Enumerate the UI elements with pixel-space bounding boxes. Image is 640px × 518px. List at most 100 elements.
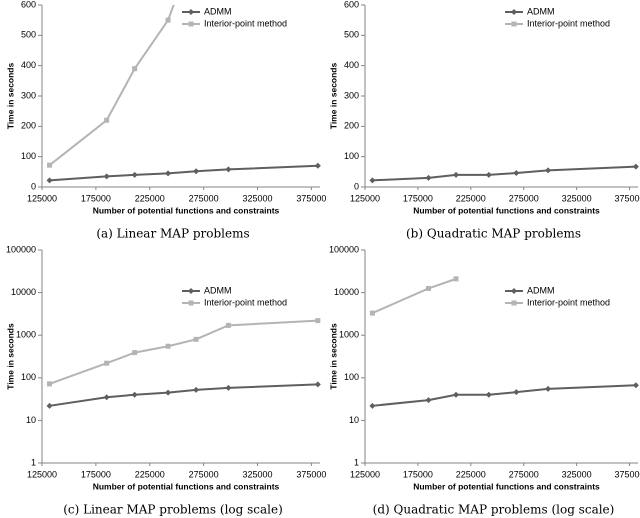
legend-label: ADMM (527, 6, 555, 16)
legend-label: Interior-point method (527, 18, 610, 28)
caption: (d) Quadratic MAP problems (log scale) (373, 503, 615, 517)
data-point (103, 173, 110, 180)
y-tick-label: 600 (344, 0, 359, 9)
x-tick-label: 175000 (81, 469, 111, 479)
legend-marker (511, 288, 517, 294)
data-point (425, 174, 432, 181)
plot (46, 318, 321, 409)
y-tick-label: 100 (21, 151, 36, 161)
x-tick-label: 225000 (135, 469, 165, 479)
plot (369, 276, 639, 409)
x-tick-label: 125000 (27, 469, 57, 479)
y-tick-label: 600 (21, 0, 36, 9)
x-axis-label: Number of potential functions and constr… (413, 481, 600, 491)
caption: (a) Linear MAP problems (96, 227, 249, 241)
y-tick-label: 100 (344, 151, 359, 161)
x-tick-label: 325000 (562, 469, 592, 479)
y-tick-label: 0 (31, 181, 36, 191)
legend-marker (188, 9, 194, 15)
legend-marker (188, 300, 194, 306)
plot (369, 163, 639, 184)
y-tick-label: 300 (21, 90, 36, 100)
y-tick-label: 1 (31, 457, 36, 467)
legend-marker (188, 21, 194, 27)
plot (46, 5, 321, 184)
legend-label: ADMM (527, 285, 555, 295)
y-tick-label: 400 (344, 60, 359, 70)
data-point (369, 402, 376, 409)
x-tick-label: 225000 (456, 193, 486, 203)
x-tick-label: 375000 (296, 193, 326, 203)
data-point (369, 310, 375, 316)
data-point (453, 391, 459, 398)
data-point (193, 168, 200, 175)
data-point (314, 381, 321, 388)
data-point (131, 391, 138, 398)
data-point (545, 167, 552, 174)
data-point (131, 171, 138, 178)
y-tick-label: 100000 (6, 244, 36, 254)
data-point (165, 17, 171, 23)
y-axis-label: Time in seconds (328, 323, 338, 390)
data-point (132, 350, 138, 356)
y-tick-label: 500 (344, 30, 359, 40)
data-point (165, 389, 172, 396)
x-axis-label: Number of potential functions and constr… (413, 205, 600, 215)
series-line (372, 384, 636, 407)
caption: (c) Linear MAP problems (log scale) (63, 503, 283, 517)
data-point (369, 177, 376, 184)
data-point (315, 318, 321, 324)
legend-marker (511, 21, 517, 27)
data-point (46, 402, 53, 409)
data-point (165, 343, 171, 349)
y-tick-label: 100 (21, 372, 36, 382)
data-point (104, 117, 110, 123)
data-point (545, 385, 552, 392)
series-line (49, 164, 318, 182)
data-point (314, 162, 321, 169)
x-tick-label: 225000 (135, 193, 165, 203)
series-line (372, 277, 457, 315)
data-point (632, 382, 639, 389)
data-point (47, 162, 53, 168)
legend-label: ADMM (204, 285, 232, 295)
data-point (103, 394, 110, 401)
y-tick-label: 10000 (11, 287, 36, 297)
data-point (513, 389, 520, 396)
legend-label: ADMM (204, 6, 232, 16)
data-point (104, 360, 110, 366)
x-tick-label: 275000 (509, 193, 539, 203)
data-point (225, 384, 232, 391)
data-point (46, 177, 53, 184)
legend-label: Interior-point method (527, 297, 610, 307)
y-tick-label: 1 (354, 457, 359, 467)
x-tick-label: 225000 (456, 469, 486, 479)
x-tick-label: 275000 (189, 193, 219, 203)
series-line (49, 383, 318, 407)
legend-marker (511, 300, 517, 306)
x-axis-label: Number of potential functions and constr… (93, 205, 280, 215)
x-tick-label: 275000 (189, 469, 219, 479)
data-point (632, 163, 639, 170)
x-tick-label: 125000 (350, 193, 380, 203)
data-point (225, 166, 232, 173)
y-axis-label: Time in seconds (328, 63, 338, 130)
y-tick-label: 0 (354, 181, 359, 191)
x-tick-label: 325000 (242, 469, 272, 479)
data-point (47, 381, 53, 387)
data-point (513, 170, 520, 177)
data-point (193, 336, 199, 342)
series-line (49, 319, 318, 385)
caption: (b) Quadratic MAP problems (406, 227, 581, 241)
y-tick-label: 1000 (339, 330, 359, 340)
legend-marker (188, 288, 194, 294)
y-tick-label: 200 (344, 121, 359, 131)
y-tick-label: 10 (26, 415, 36, 425)
data-point (165, 170, 172, 177)
y-axis-label: Time in seconds (5, 63, 15, 130)
y-tick-label: 100000 (329, 244, 359, 254)
x-tick-label: 375000 (296, 469, 326, 479)
legend-label: Interior-point method (204, 18, 287, 28)
y-tick-label: 100 (344, 372, 359, 382)
